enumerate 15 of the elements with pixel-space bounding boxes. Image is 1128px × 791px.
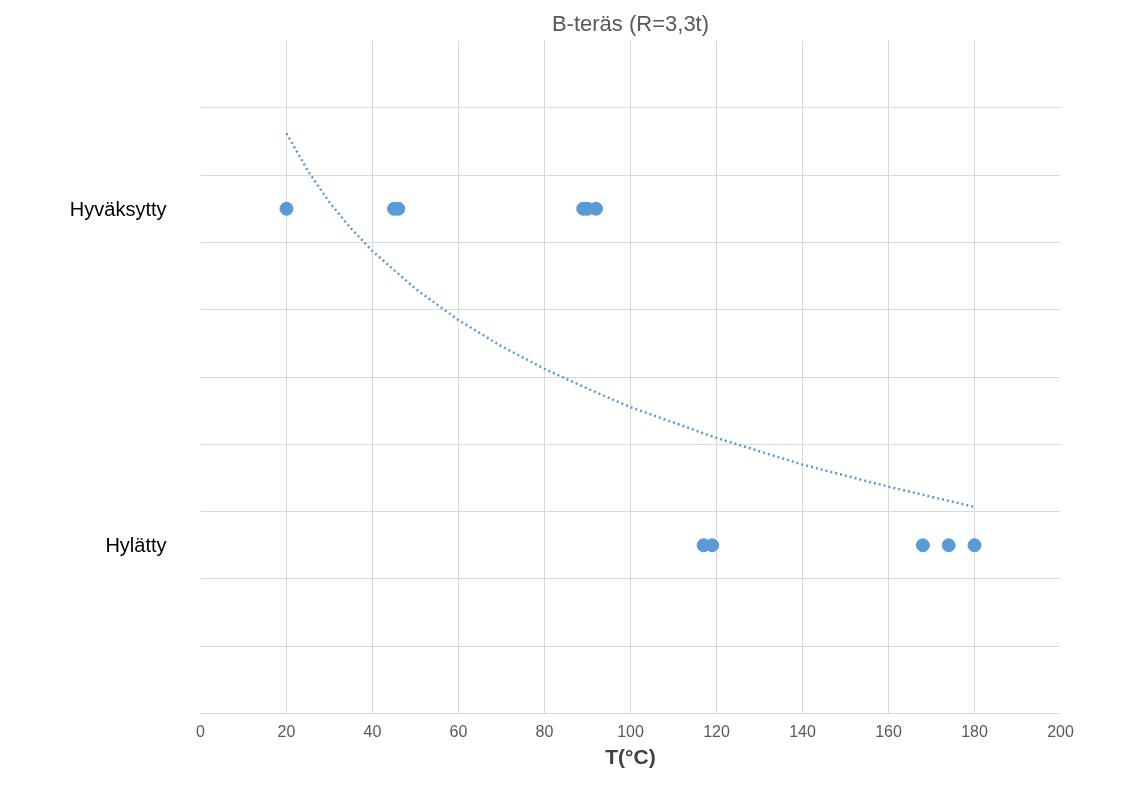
x-tick-label: 140	[789, 722, 816, 740]
x-tick-label: 120	[703, 722, 730, 740]
x-tick-label: 180	[961, 722, 988, 740]
text: Hyväksytty	[69, 197, 167, 220]
x-tick-label: 0	[196, 722, 206, 740]
x-tick-label: 200	[1047, 722, 1074, 740]
x-tick-label: 20	[277, 722, 296, 740]
x-tick-label: 80	[535, 722, 554, 740]
text: Hylätty	[105, 534, 167, 557]
x-axis-title: T(°C)	[605, 744, 656, 768]
x-tick-label: 160	[875, 722, 902, 740]
chart-title: B-teräs (R=3,3t)	[551, 10, 710, 36]
x-tick-label: 100	[617, 722, 644, 740]
x-tick-label: 60	[449, 722, 468, 740]
x-tick-label: 40	[363, 722, 382, 740]
